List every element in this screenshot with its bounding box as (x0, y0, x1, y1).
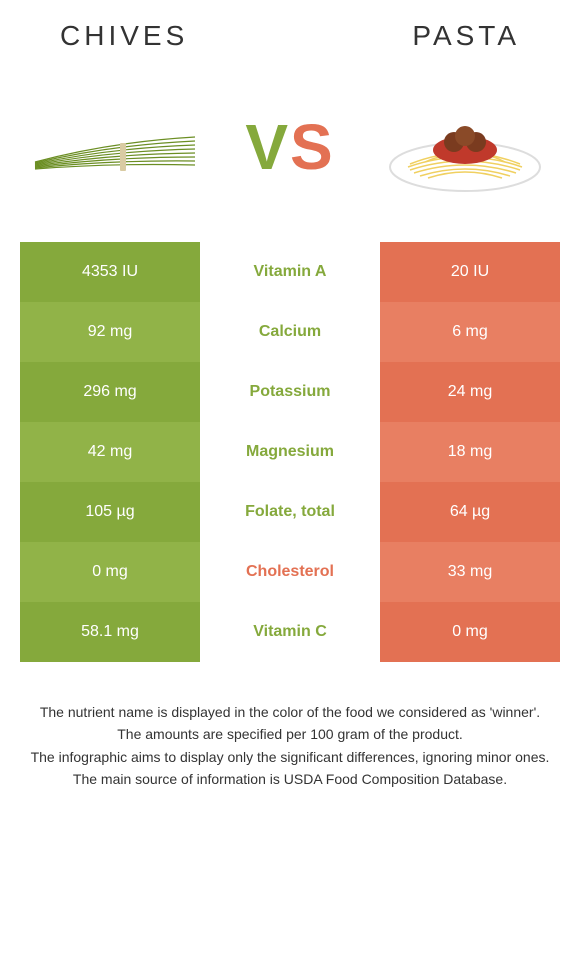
value-right: 6 mg (380, 302, 560, 362)
footer-line-2: The amounts are specified per 100 gram o… (20, 724, 560, 744)
value-right: 64 µg (380, 482, 560, 542)
nutrient-name: Calcium (200, 302, 380, 362)
title-right: PASTA (412, 20, 520, 52)
chives-image (30, 92, 200, 202)
pasta-image (380, 92, 550, 202)
nutrient-name: Vitamin C (200, 602, 380, 662)
value-right: 20 IU (380, 242, 560, 302)
nutrient-table: 4353 IUVitamin A20 IU92 mgCalcium6 mg296… (20, 242, 560, 662)
table-row: 105 µgFolate, total64 µg (20, 482, 560, 542)
nutrient-name: Potassium (200, 362, 380, 422)
table-row: 0 mgCholesterol33 mg (20, 542, 560, 602)
footer-line-4: The main source of information is USDA F… (20, 769, 560, 789)
value-left: 105 µg (20, 482, 200, 542)
value-left: 42 mg (20, 422, 200, 482)
nutrient-name: Magnesium (200, 422, 380, 482)
value-right: 33 mg (380, 542, 560, 602)
nutrient-name: Vitamin A (200, 242, 380, 302)
value-right: 0 mg (380, 602, 560, 662)
value-right: 24 mg (380, 362, 560, 422)
value-left: 296 mg (20, 362, 200, 422)
value-right: 18 mg (380, 422, 560, 482)
nutrient-name: Cholesterol (200, 542, 380, 602)
value-left: 4353 IU (20, 242, 200, 302)
table-row: 296 mgPotassium24 mg (20, 362, 560, 422)
table-row: 4353 IUVitamin A20 IU (20, 242, 560, 302)
vs-label: VS (245, 110, 334, 184)
value-left: 92 mg (20, 302, 200, 362)
table-row: 58.1 mgVitamin C0 mg (20, 602, 560, 662)
value-left: 0 mg (20, 542, 200, 602)
footer-line-1: The nutrient name is displayed in the co… (20, 702, 560, 722)
footer-line-3: The infographic aims to display only the… (20, 747, 560, 767)
value-left: 58.1 mg (20, 602, 200, 662)
table-row: 92 mgCalcium6 mg (20, 302, 560, 362)
vs-row: VS (0, 62, 580, 242)
nutrient-name: Folate, total (200, 482, 380, 542)
title-left: CHIVES (60, 20, 188, 52)
table-row: 42 mgMagnesium18 mg (20, 422, 560, 482)
vs-v: V (245, 111, 290, 183)
footer: The nutrient name is displayed in the co… (0, 662, 580, 789)
vs-s: S (290, 111, 335, 183)
header: CHIVES PASTA (0, 0, 580, 62)
